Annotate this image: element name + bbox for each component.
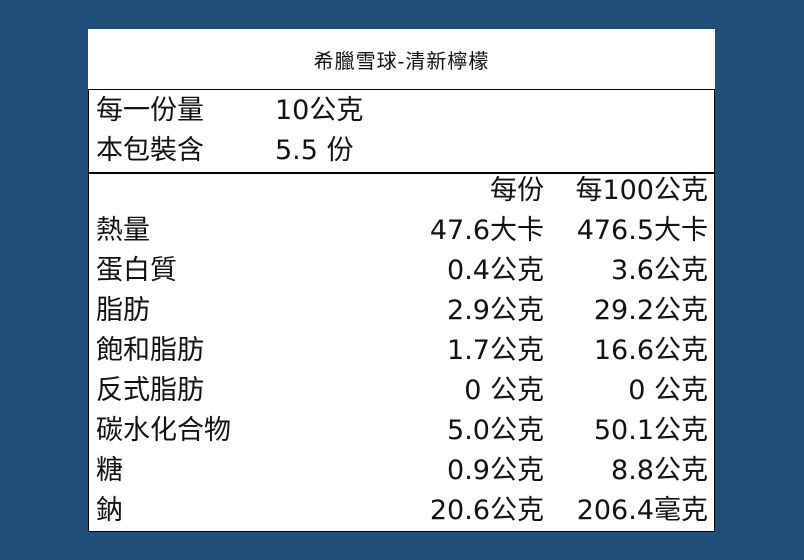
row-value-saturated-fat-per-serving: 1.7公克 — [447, 335, 544, 366]
nutrition-table: 每一份量 10公克 本包裝含 5.5 份 每份 每100公克 熱量 47.6大卡… — [88, 89, 715, 532]
row-label-saturated-fat: 飽和脂肪 — [96, 335, 204, 366]
row-label-sodium: 鈉 — [96, 495, 123, 526]
column-header-per-serving: 每份 — [490, 175, 544, 206]
column-header-per-100g: 每100公克 — [575, 175, 708, 206]
row-value-fat-per-100g: 29.2公克 — [593, 295, 708, 326]
row-label-fat: 脂肪 — [96, 295, 150, 326]
servings-count-label: 本包裝含 — [96, 135, 204, 166]
row-value-energy-per-100g: 476.5大卡 — [576, 215, 708, 246]
row-value-protein-per-serving: 0.4公克 — [447, 255, 544, 286]
row-value-carbohydrate-per-serving: 5.0公克 — [447, 415, 544, 446]
section-divider — [89, 172, 714, 174]
row-value-energy-per-serving: 47.6大卡 — [429, 215, 544, 246]
row-label-protein: 蛋白質 — [96, 255, 177, 286]
row-value-fat-per-serving: 2.9公克 — [447, 295, 544, 326]
row-value-trans-fat-per-serving: 0 公克 — [464, 375, 544, 406]
row-value-sodium-per-100g: 206.4毫克 — [576, 495, 708, 526]
row-value-carbohydrate-per-100g: 50.1公克 — [593, 415, 708, 446]
row-value-protein-per-100g: 3.6公克 — [611, 255, 708, 286]
row-value-sugar-per-100g: 8.8公克 — [611, 455, 708, 486]
row-label-carbohydrate: 碳水化合物 — [96, 415, 231, 446]
product-title: 希臘雪球-清新檸檬 — [313, 49, 490, 73]
nutrition-label: 希臘雪球-清新檸檬 每一份量 10公克 本包裝含 5.5 份 每份 每100公克… — [88, 29, 715, 532]
row-label-trans-fat: 反式脂肪 — [96, 375, 204, 406]
row-value-trans-fat-per-100g: 0 公克 — [628, 375, 708, 406]
serving-size-label: 每一份量 — [96, 95, 204, 126]
row-label-sugar: 糖 — [96, 455, 123, 486]
row-value-sodium-per-serving: 20.6公克 — [429, 495, 544, 526]
servings-count-value: 5.5 份 — [275, 135, 354, 166]
row-label-energy: 熱量 — [96, 215, 150, 246]
row-value-sugar-per-serving: 0.9公克 — [447, 455, 544, 486]
row-value-saturated-fat-per-100g: 16.6公克 — [593, 335, 708, 366]
serving-size-value: 10公克 — [275, 95, 364, 126]
